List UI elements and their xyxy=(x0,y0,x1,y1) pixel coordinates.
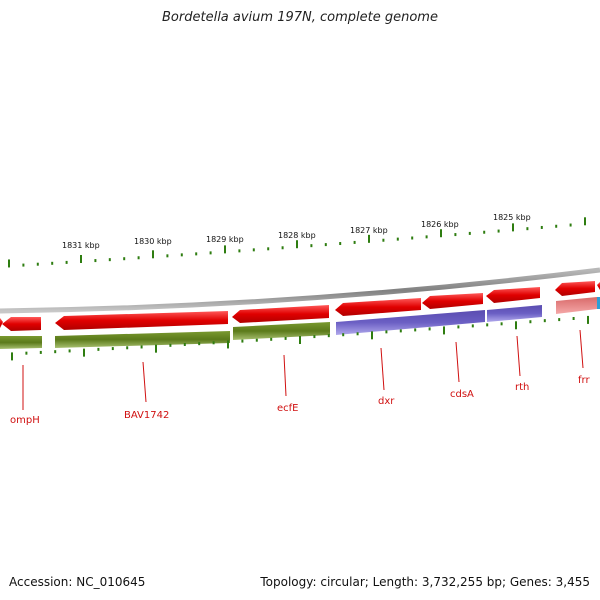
forward-strand-track xyxy=(0,281,600,331)
scale-label: 1828 kbp xyxy=(278,231,316,240)
cds-block xyxy=(597,297,600,309)
genome-summary: Topology: circular; Length: 3,732,255 bp… xyxy=(260,575,590,589)
cds-block xyxy=(55,331,230,348)
gene-label-dxr: dxr xyxy=(378,396,395,407)
cds-arrow xyxy=(422,293,483,309)
cds-block xyxy=(0,336,42,349)
scale-label: 1827 kbp xyxy=(350,226,388,235)
gene-leader-line xyxy=(142,361,147,403)
gene-label-bav1742: BAV1742 xyxy=(124,410,169,421)
genome-backbone xyxy=(0,267,600,314)
scale-label: 1825 kbp xyxy=(493,213,531,222)
gene-label-ompH: ompH xyxy=(10,415,40,426)
accession-label: Accession: NC_010645 xyxy=(9,575,146,589)
gene-label-rth: rth xyxy=(515,382,529,393)
cds-block xyxy=(556,297,597,314)
gene-leader-line xyxy=(455,341,460,383)
gene-label-ecfE: ecfE xyxy=(277,403,299,414)
gene-label-cdsA: cdsA xyxy=(450,389,474,400)
gene-leader-line xyxy=(516,335,521,377)
reverse-strand-track xyxy=(0,297,600,349)
scale-label: 1829 kbp xyxy=(206,235,244,244)
cds-block xyxy=(487,305,542,322)
gene-leader-line xyxy=(380,347,385,391)
cds-block xyxy=(336,310,485,335)
cds-arrow xyxy=(0,318,3,328)
gene-leader-line xyxy=(579,329,584,369)
cds-arrow xyxy=(597,282,600,290)
cds-arrow xyxy=(335,298,421,316)
outer-scale-ticks xyxy=(8,217,586,268)
cds-arrow xyxy=(55,311,228,330)
gene-leader-line xyxy=(283,354,287,397)
scale-label: 1826 kbp xyxy=(421,220,459,229)
cds-block xyxy=(233,322,330,340)
cds-arrow xyxy=(2,317,41,331)
scale-label: 1831 kbp xyxy=(62,241,100,250)
map-title: Bordetella avium 197N, complete genome xyxy=(162,10,438,25)
scale-labels: 1831 kbp 1830 kbp 1829 kbp 1828 kbp 1827… xyxy=(62,213,531,250)
cds-arrow xyxy=(486,287,540,303)
inner-scale-ticks xyxy=(11,315,589,361)
cds-arrow xyxy=(555,281,595,296)
cds-arrow xyxy=(232,305,329,323)
gene-labels: ompH BAV1742 ecfE dxr cdsA rth frr xyxy=(10,329,590,426)
gene-label-frr: frr xyxy=(578,375,590,386)
scale-label: 1830 kbp xyxy=(134,237,172,246)
